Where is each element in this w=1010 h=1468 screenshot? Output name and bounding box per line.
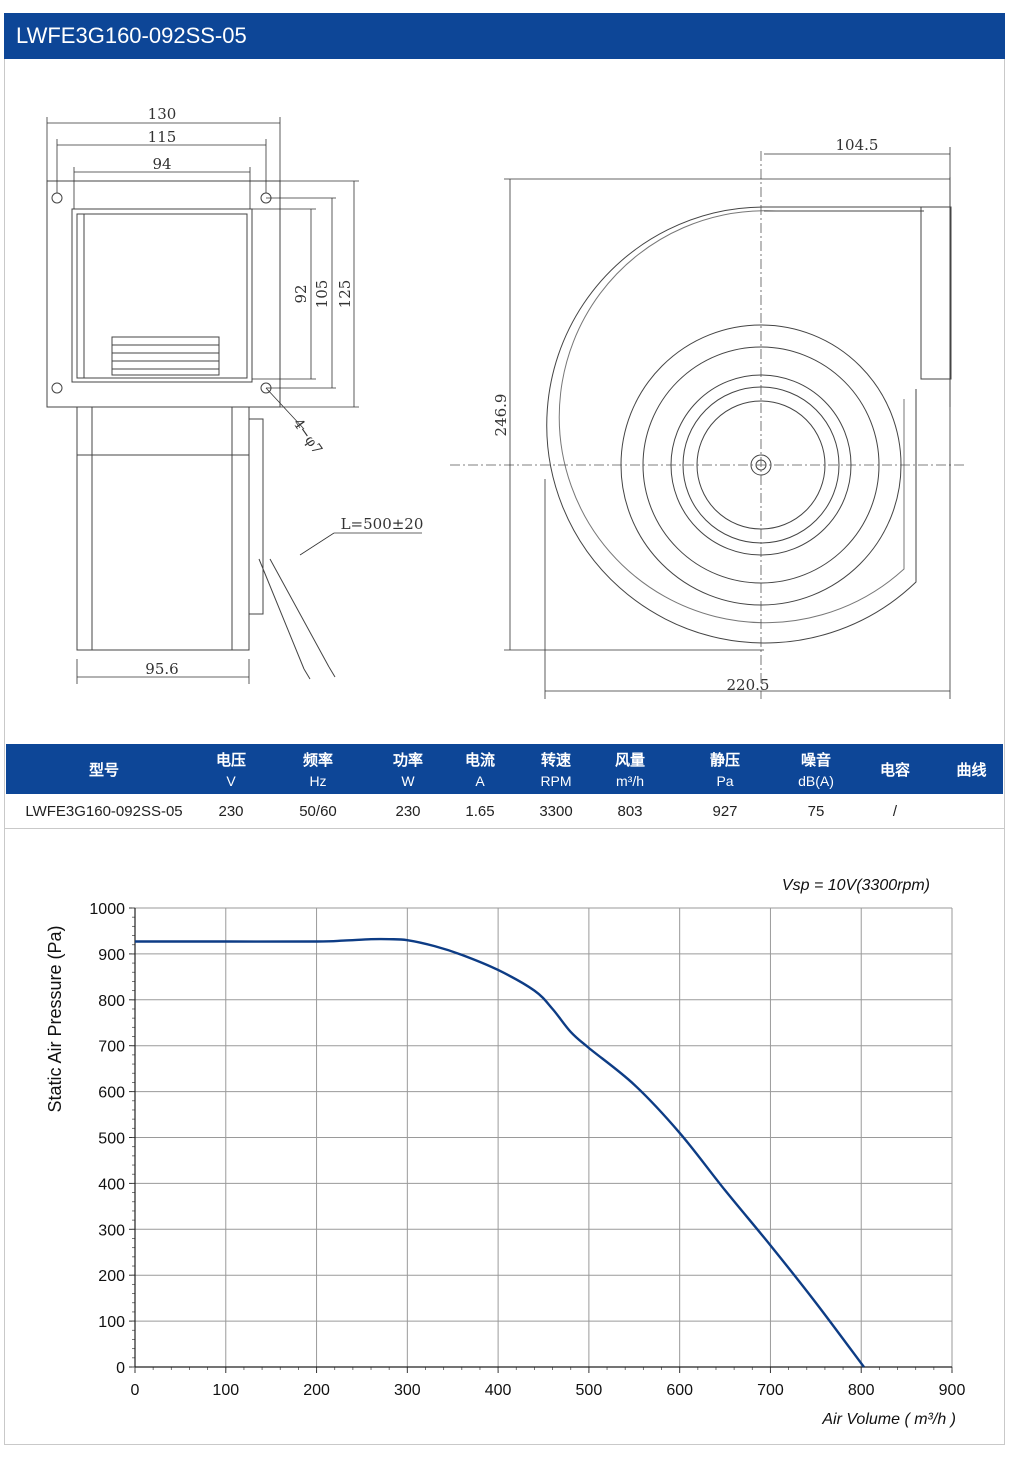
- dim-105: 105: [313, 280, 331, 309]
- cell-capacitor: /: [850, 794, 940, 829]
- y-tick-label: 400: [98, 1176, 125, 1193]
- spec-table: 型号 电压 V 频率 Hz 功率 W 电流 A 转速 RPM 风量 m³/h 静压 Pa 噪音…: [6, 744, 1003, 829]
- x-axis-label: Air Volume ( m³/h ): [821, 1411, 956, 1428]
- y-tick-label: 200: [98, 1268, 125, 1285]
- cell-static-pressure: 927: [668, 794, 782, 829]
- col-curve: 曲线: [940, 744, 1003, 794]
- col-capacitor: 电容: [850, 744, 940, 794]
- col-power: 功率 W: [376, 744, 440, 794]
- y-tick-label: 300: [98, 1222, 125, 1239]
- dim-95-6: 95.6: [145, 660, 178, 678]
- page-title: LWFE3G160-092SS-05: [4, 13, 1005, 59]
- dim-115: 115: [148, 128, 177, 146]
- section-divider: [4, 828, 1005, 829]
- cell-model: LWFE3G160-092SS-05: [6, 794, 202, 829]
- cell-current: 1.65: [440, 794, 520, 829]
- dim-cable-length: L=500±20: [341, 515, 424, 533]
- outlet-grille: [111, 336, 220, 376]
- dim-holes: 4−φ7: [289, 416, 325, 457]
- col-frequency: 频率 Hz: [260, 744, 376, 794]
- y-tick-label: 600: [98, 1085, 125, 1102]
- x-tick-label: 600: [666, 1382, 693, 1399]
- x-tick-label: 800: [848, 1382, 875, 1399]
- pq-curve-chart: 0 100 200 300 400 500 600 700 800 900 0 100 200 300 40…: [45, 877, 965, 1428]
- cell-voltage: 230: [202, 794, 260, 829]
- x-tick-label: 100: [212, 1382, 239, 1399]
- dim-94: 94: [152, 155, 171, 173]
- outlet-flange: [920, 206, 952, 380]
- mount-hole: [51, 382, 63, 394]
- chart-grid: [135, 907, 953, 1367]
- y-tick-label: 100: [98, 1314, 125, 1331]
- technical-drawing: 130 115 94 92 105 125 4−φ7 95.6 L=500±20…: [46, 105, 966, 699]
- y-tick-label: 800: [98, 993, 125, 1010]
- chart-axes: 0 100 200 300 400 500 600 700 800 900 0 100 200 300 40…: [89, 901, 965, 1399]
- mount-hole: [51, 192, 63, 204]
- dim-220-5: 220.5: [727, 676, 770, 694]
- dim-92: 92: [292, 284, 310, 303]
- dim-125: 125: [336, 280, 354, 309]
- dim-130: 130: [148, 105, 177, 123]
- scroll-housing: [546, 206, 917, 644]
- chart-annotation: Vsp = 10V(3300rpm): [782, 877, 930, 894]
- cell-airflow: 803: [592, 794, 668, 829]
- chart-series: [135, 937, 865, 1368]
- cell-curve: [940, 794, 1003, 829]
- col-speed: 转速 RPM: [520, 744, 592, 794]
- cable: [258, 558, 330, 670]
- col-airflow: 风量 m³/h: [592, 744, 668, 794]
- y-tick-label: 0: [116, 1360, 125, 1377]
- col-noise: 噪音 dB(A): [782, 744, 850, 794]
- y-tick-label: 1000: [89, 901, 125, 918]
- col-static-pressure: 静压 Pa: [668, 744, 782, 794]
- col-model: 型号: [6, 744, 202, 794]
- col-current: 电流 A: [440, 744, 520, 794]
- cell-frequency: 50/60: [260, 794, 376, 829]
- x-tick-label: 200: [303, 1382, 330, 1399]
- dim-104-5: 104.5: [836, 136, 879, 154]
- x-tick-label: 0: [131, 1382, 140, 1399]
- spec-data-row: LWFE3G160-092SS-05 230 50/60 230 1.65 33…: [6, 794, 1003, 829]
- x-tick-label: 500: [576, 1382, 603, 1399]
- series-line: [135, 937, 865, 1368]
- y-tick-label: 500: [98, 1131, 125, 1148]
- x-tick-label: 700: [757, 1382, 784, 1399]
- x-tick-label: 300: [394, 1382, 421, 1399]
- cell-noise: 75: [782, 794, 850, 829]
- y-axis-label: Static Air Pressure (Pa): [45, 925, 65, 1112]
- housing-outline: [71, 208, 253, 383]
- motor-body: [76, 406, 250, 651]
- cell-speed: 3300: [520, 794, 592, 829]
- flange-plate: [46, 180, 281, 408]
- x-tick-label: 900: [939, 1382, 966, 1399]
- cell-power: 230: [376, 794, 440, 829]
- page-frame: [4, 13, 1005, 1445]
- dim-246-9: 246.9: [492, 394, 510, 437]
- y-tick-label: 700: [98, 1039, 125, 1056]
- x-tick-label: 400: [485, 1382, 512, 1399]
- y-tick-label: 900: [98, 947, 125, 964]
- spec-header-row: 型号 电压 V 频率 Hz 功率 W 电流 A 转速 RPM 风量 m³/h 静压 Pa 噪音…: [6, 744, 1003, 794]
- col-voltage: 电压 V: [202, 744, 260, 794]
